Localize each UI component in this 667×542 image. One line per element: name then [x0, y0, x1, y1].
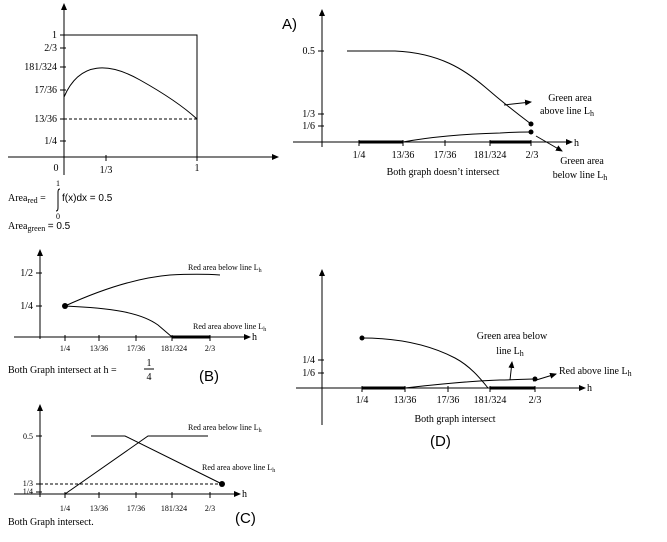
ytick-1-4: 1/4 — [302, 355, 315, 366]
green-below-curve — [361, 337, 489, 389]
callout-arrow — [532, 372, 557, 382]
ytick-1-4: 1/4 — [44, 136, 57, 147]
xtick-1: 1 — [195, 163, 200, 174]
axis-h-label: h — [574, 138, 579, 149]
frac-numerator: 1 — [147, 358, 152, 369]
top-left-panel: 1 2/3 181/324 17/36 13/36 1/4 0 1/3 1 Ar… — [8, 3, 279, 233]
xtick-1-4: 1/4 — [356, 395, 369, 406]
ytick-0-5: 0.5 — [303, 46, 316, 57]
axis-h-label: h — [242, 489, 247, 500]
area-red-label: Areared = — [8, 193, 46, 205]
f-curve — [63, 67, 198, 120]
panel-a-caption: Both graph doesn’t intersect — [387, 167, 500, 178]
green-above-curve — [347, 50, 532, 125]
xtick-1-4: 1/4 — [60, 504, 70, 513]
xtick-2-3: 2/3 — [205, 344, 215, 353]
integral-upper-limit: 1 — [56, 179, 60, 188]
xtick-181-324: 181/324 — [161, 504, 187, 513]
xtick-181-324: 181/324 — [474, 150, 507, 161]
xtick-13-36: 13/36 — [394, 395, 417, 406]
integral-sign — [55, 188, 61, 212]
ytick-1: 1 — [52, 30, 57, 41]
callout-arrow — [503, 99, 532, 106]
ytick-17-36: 17/36 — [34, 85, 57, 96]
integral-body: f(x)dx = 0.5 — [62, 193, 113, 204]
panel-c-letter: (C) — [235, 510, 256, 527]
xtick-0: 0 — [54, 163, 59, 174]
red-above-label: Red area above line Lh — [193, 322, 266, 333]
intersection-dot — [62, 303, 68, 309]
xtick-2-3: 2/3 — [526, 150, 539, 161]
xtick-2-3: 2/3 — [529, 395, 542, 406]
panel-a-letter: A) — [282, 16, 297, 33]
ytick-13-36: 13/36 — [34, 114, 57, 125]
xtick-13-36: 13/36 — [90, 344, 108, 353]
xtick-17-36: 17/36 — [434, 150, 457, 161]
panel-d-caption: Both graph intersect — [414, 414, 495, 425]
green-below-label-line2: line Lh — [496, 346, 524, 358]
xtick-181-324: 181/324 — [161, 344, 187, 353]
red-below-curve — [64, 273, 221, 307]
panel-b-caption: Both Graph intersect at h = — [8, 365, 117, 376]
panel-d-letter: (D) — [430, 433, 451, 450]
green-below-label-line1: Green area below — [477, 331, 548, 342]
endpoint-dot — [528, 121, 534, 127]
ytick-1-3: 1/3 — [302, 109, 315, 120]
integral-lower-limit: 0 — [56, 212, 60, 221]
ytick-1-2: 1/2 — [20, 268, 33, 279]
ytick-1-4: 1/4 — [20, 301, 33, 312]
xtick-1-3: 1/3 — [100, 165, 113, 176]
red-below-label: Red area below line Lh — [188, 423, 262, 434]
green-below-curve — [402, 131, 532, 143]
endpoint-dot — [528, 129, 534, 135]
xtick-17-36: 17/36 — [127, 504, 145, 513]
area-green-label: Areagreen = 0.5 — [8, 221, 71, 233]
green-below-label-line1: Green area — [560, 156, 604, 167]
callout-arrow — [535, 135, 563, 152]
red-above-curve — [64, 305, 173, 338]
red-above-label: Red area above line Lh — [202, 463, 275, 474]
xtick-2-3: 2/3 — [205, 504, 215, 513]
red-above-curve — [91, 435, 223, 485]
endpoint-dot — [219, 481, 225, 487]
xtick-13-36: 13/36 — [90, 504, 108, 513]
xtick-181-324: 181/324 — [474, 395, 507, 406]
green-above-label-line1: Green area — [548, 93, 592, 104]
green-below-label-line2: below line Lh — [553, 170, 608, 182]
red-below-label: Red area below line Lh — [188, 263, 262, 274]
red-below-curve — [64, 435, 208, 495]
ytick-1-4: 1/4 — [23, 487, 33, 496]
panel-c-caption: Both Graph intersect. — [8, 517, 94, 528]
xtick-1-4: 1/4 — [353, 150, 366, 161]
ytick-181-324: 181/324 — [24, 62, 57, 73]
red-above-curve — [404, 378, 536, 389]
ytick-1-6: 1/6 — [302, 121, 315, 132]
ytick-1-6: 1/6 — [302, 368, 315, 379]
red-above-label: Red above line Lh — [559, 366, 632, 378]
frac-denominator: 4 — [147, 372, 152, 383]
xtick-17-36: 17/36 — [437, 395, 460, 406]
ytick-1-3: 1/3 — [23, 479, 33, 488]
xtick-13-36: 13/36 — [392, 150, 415, 161]
panel-b: h 1/2 1/4 1/4 13/36 17/36 181/324 2/3 Re… — [8, 249, 266, 385]
unit-square-outline — [64, 34, 198, 157]
ytick-0-5: 0.5 — [23, 432, 33, 441]
endpoint-dot — [359, 335, 365, 341]
xtick-17-36: 17/36 — [127, 344, 145, 353]
green-above-label-line2: above line Lh — [540, 106, 594, 118]
callout-arrow — [508, 361, 515, 381]
panel-c: h 0.5 1/3 1/4 1/4 13/36 17/36 181/324 2/… — [8, 404, 275, 528]
panel-a: A) h 0.5 1/3 1/6 1/4 13/36 17/36 181/324… — [282, 9, 608, 182]
panel-d: h 1/4 1/6 1/4 13/36 17/36 181/324 2/3 Gr… — [296, 269, 632, 450]
xtick-1-4: 1/4 — [60, 344, 70, 353]
panel-b-letter: (B) — [199, 368, 219, 385]
ytick-2-3: 2/3 — [44, 43, 57, 54]
axis-h-label: h — [252, 332, 257, 343]
axis-h-label: h — [587, 383, 592, 394]
